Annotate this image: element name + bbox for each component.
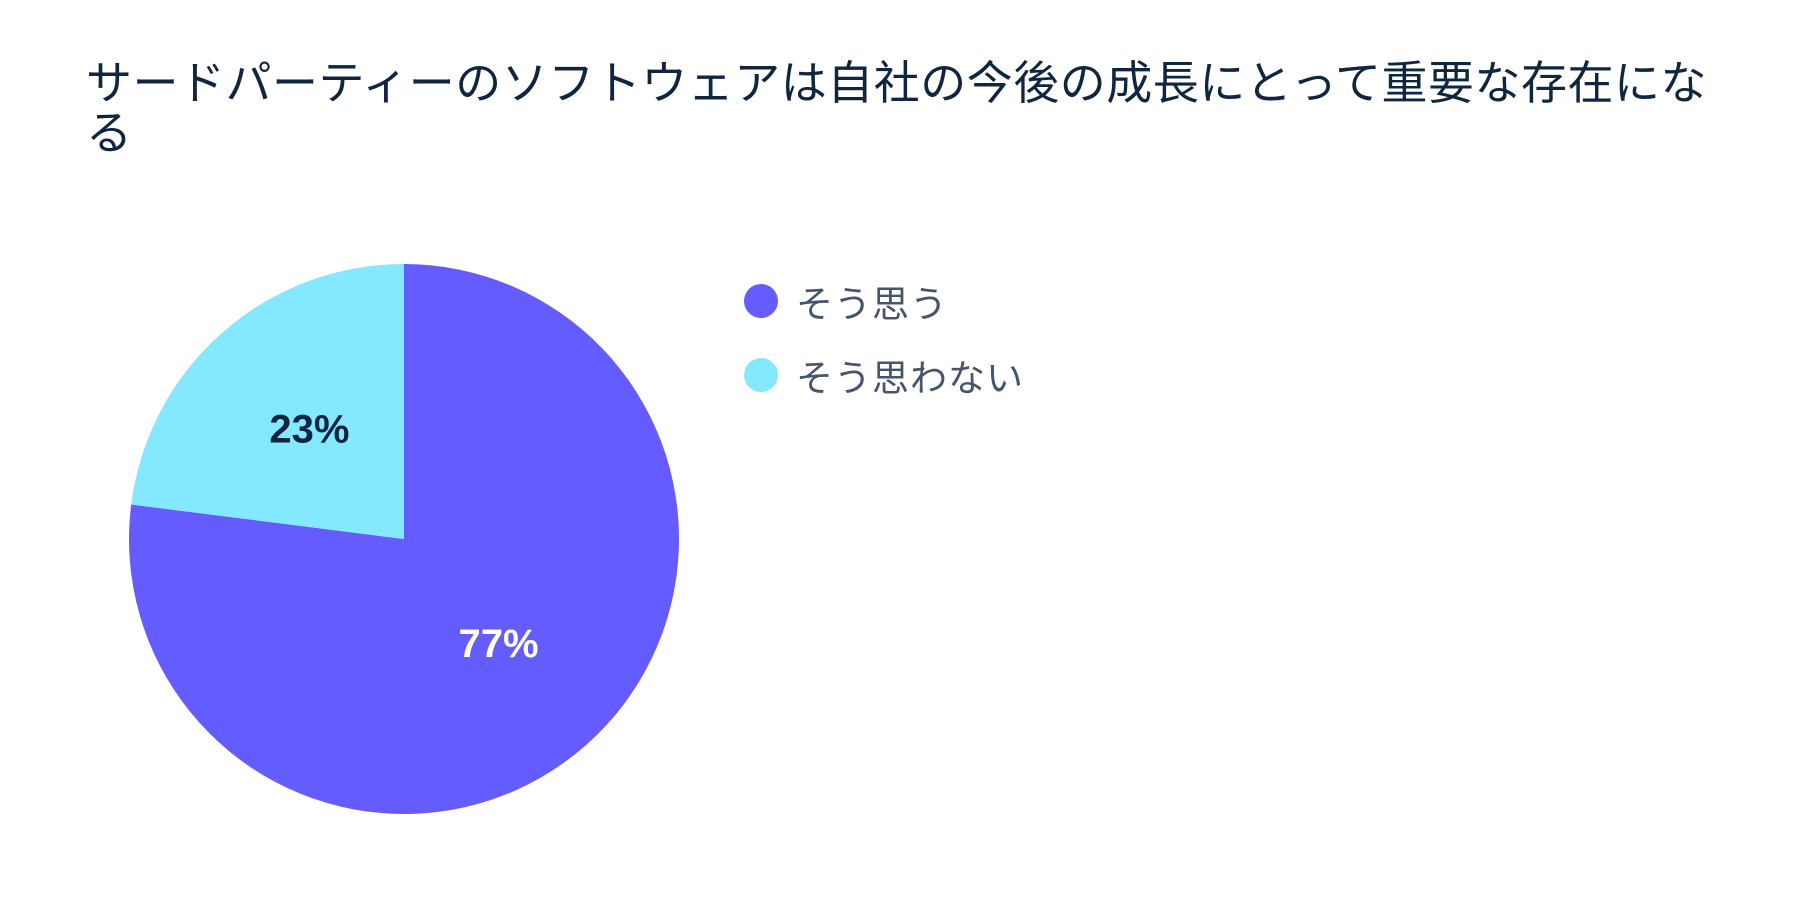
pie-slice-sou-omowanai xyxy=(131,264,405,539)
legend-swatch-sou-omou xyxy=(744,284,778,318)
legend-item-sou-omowanai: そう思わない xyxy=(744,350,1024,400)
legend: そう思う そう思わない xyxy=(744,276,1024,424)
legend-label-sou-omou: そう思う xyxy=(796,283,948,326)
legend-label-sou-omowanai: そう思わない xyxy=(796,357,1024,400)
legend-item-sou-omou: そう思う xyxy=(744,276,1024,326)
chart-title: サードパーティーのソフトウェアは自社の今後の成長にとって重要な存在になる xyxy=(86,56,1708,160)
pie-slice-sou-omou xyxy=(129,264,680,815)
slice-label-sou-omowanai: 23% xyxy=(269,407,349,451)
legend-swatch-sou-omowanai xyxy=(744,358,778,392)
slice-label-sou-omou: 77% xyxy=(459,622,539,666)
